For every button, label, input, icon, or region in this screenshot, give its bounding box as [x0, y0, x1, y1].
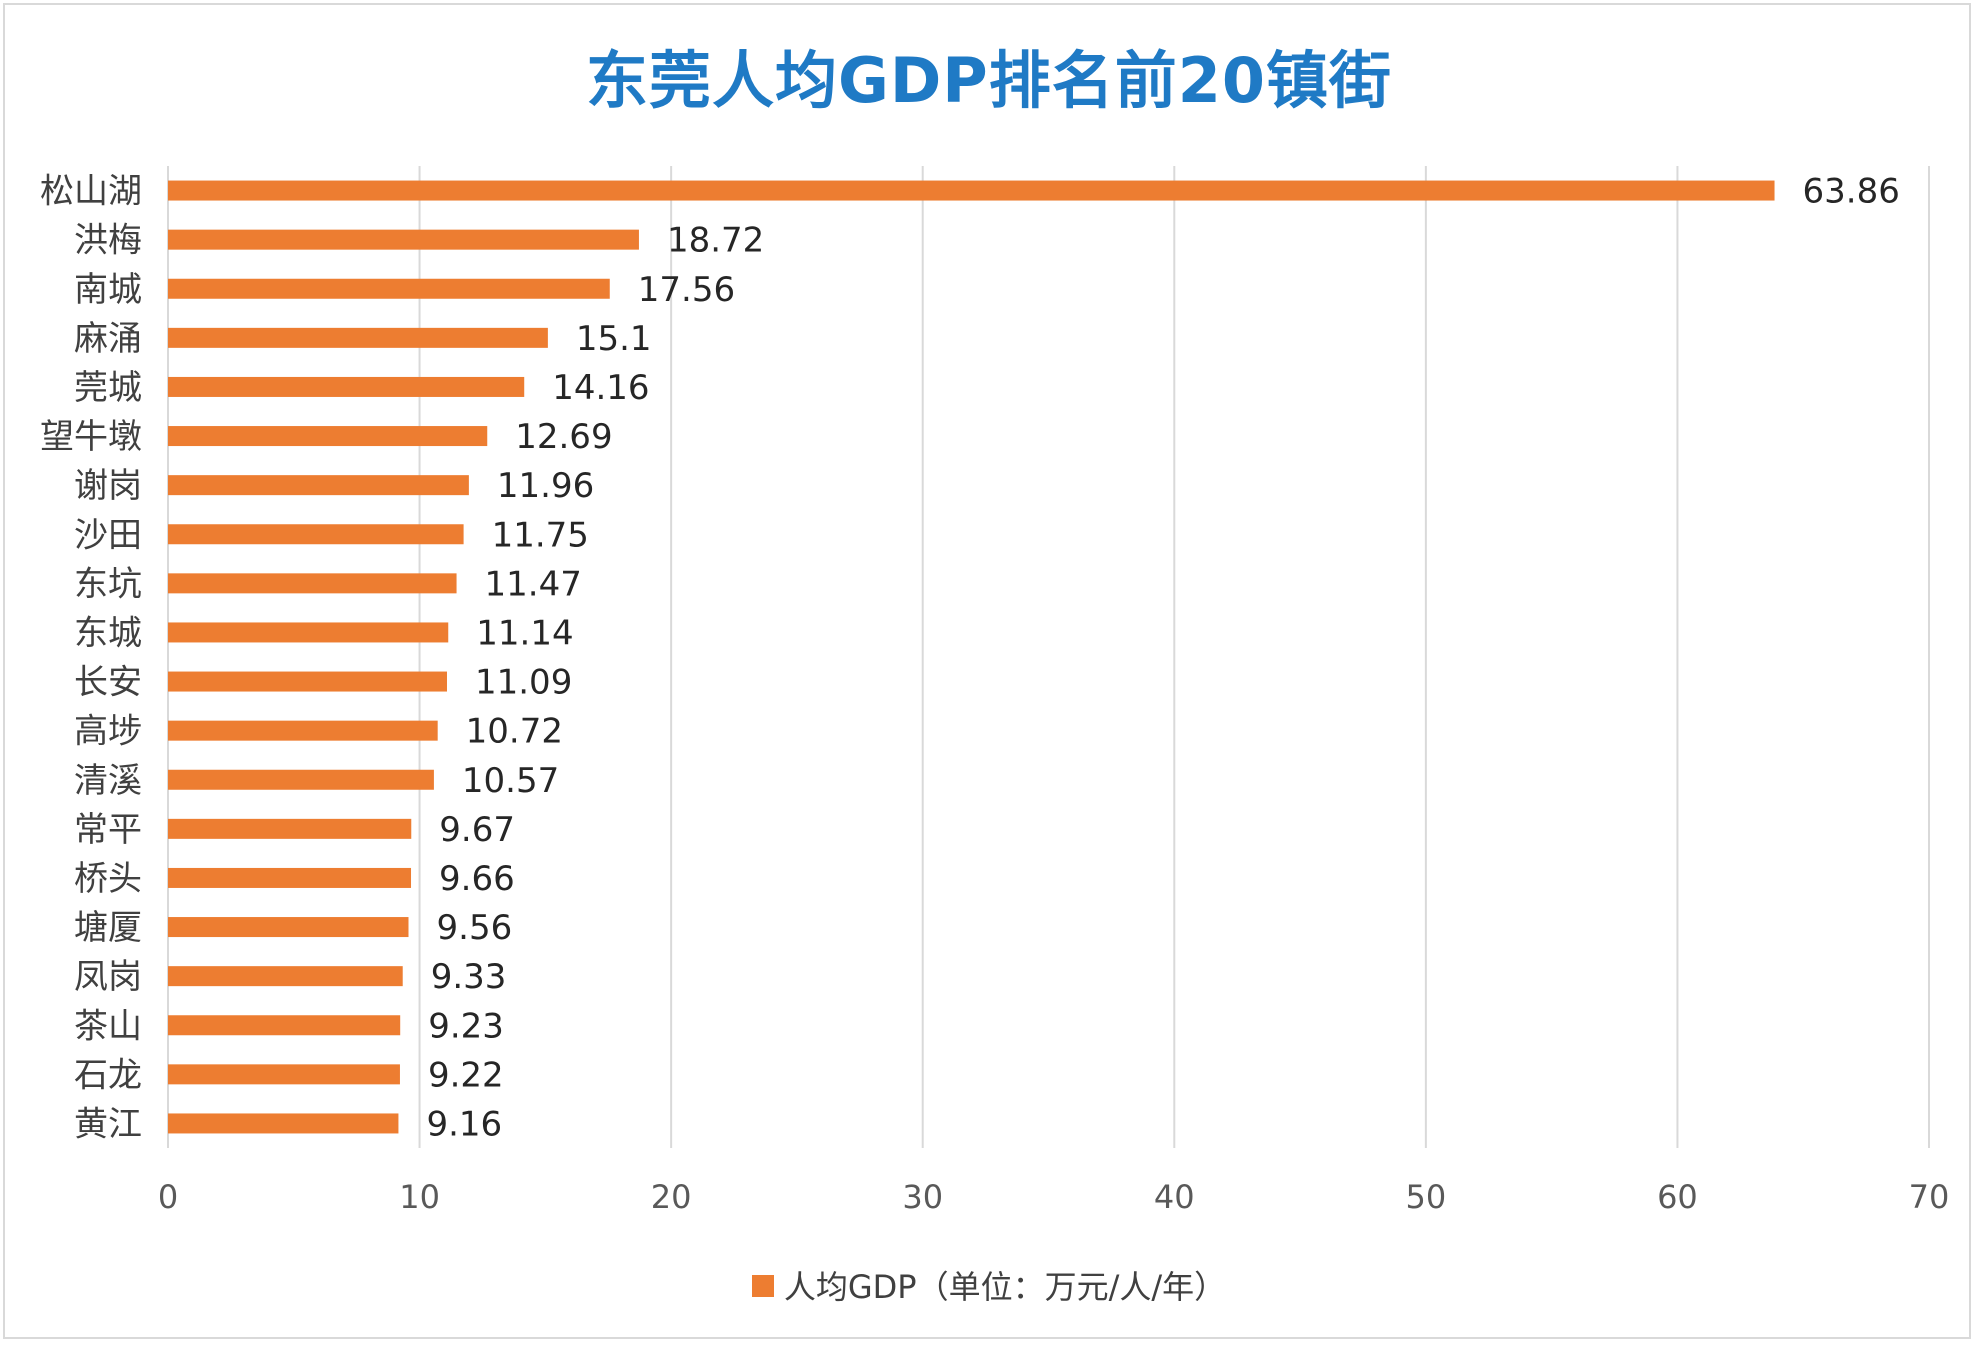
data-label: 15.1 — [576, 319, 652, 359]
legend-label: 人均GDP（单位：万元/人/年） — [783, 1268, 1227, 1306]
bar — [168, 1113, 399, 1134]
chart-title: 东莞人均GDP排名前20镇街 — [585, 44, 1393, 117]
bar — [168, 622, 449, 643]
bar — [168, 1015, 401, 1036]
category-label: 谢岗 — [74, 466, 142, 506]
category-label: 塘厦 — [74, 908, 142, 948]
x-tick-label: 60 — [1657, 1178, 1698, 1216]
data-label: 12.69 — [515, 417, 612, 457]
bar — [168, 426, 488, 447]
data-label: 18.72 — [667, 221, 764, 261]
category-label: 东城 — [74, 613, 142, 653]
category-label: 麻涌 — [74, 319, 142, 359]
data-label: 9.56 — [437, 908, 513, 948]
data-label: 11.09 — [475, 663, 572, 703]
data-label: 9.23 — [428, 1006, 504, 1046]
bar — [168, 917, 409, 938]
data-label: 11.14 — [476, 613, 573, 653]
bar — [168, 671, 447, 692]
category-label: 常平 — [74, 810, 142, 850]
data-label: 11.96 — [497, 466, 594, 506]
legend-swatch — [751, 1275, 774, 1297]
category-label: 沙田 — [74, 515, 142, 555]
bar — [168, 475, 469, 496]
category-label: 黄江 — [74, 1104, 142, 1144]
category-label: 东坑 — [74, 564, 142, 604]
x-tick-label: 20 — [651, 1178, 692, 1216]
category-label: 莞城 — [74, 368, 142, 408]
bar — [168, 524, 464, 545]
category-label: 洪梅 — [74, 221, 142, 261]
data-label: 9.67 — [439, 810, 515, 850]
bar — [168, 180, 1775, 201]
data-label: 11.75 — [492, 515, 589, 555]
bar — [168, 1064, 400, 1085]
data-label: 9.16 — [426, 1104, 502, 1144]
category-label: 望牛墩 — [40, 417, 142, 457]
data-label: 9.33 — [431, 957, 507, 997]
x-tick-label: 10 — [399, 1178, 440, 1216]
data-label: 14.16 — [552, 368, 649, 408]
x-tick-label: 40 — [1154, 1178, 1195, 1216]
data-label: 9.66 — [439, 859, 515, 899]
x-tick-label: 70 — [1909, 1178, 1950, 1216]
data-label: 17.56 — [638, 270, 735, 310]
category-label: 桥头 — [74, 859, 142, 899]
category-label: 南城 — [74, 270, 142, 310]
bar — [168, 769, 434, 790]
category-label: 石龙 — [74, 1055, 142, 1095]
x-tick-label: 50 — [1405, 1178, 1446, 1216]
bar — [168, 720, 438, 741]
bar — [168, 966, 403, 987]
data-label: 10.57 — [462, 761, 559, 801]
x-tick-label: 30 — [902, 1178, 943, 1216]
bar — [168, 573, 457, 594]
category-label: 松山湖 — [40, 172, 142, 212]
data-label: 11.47 — [485, 564, 582, 604]
category-label: 茶山 — [74, 1006, 142, 1046]
bar — [168, 818, 412, 839]
x-tick-label: 0 — [158, 1178, 178, 1216]
category-label: 高埗 — [74, 712, 142, 752]
category-label: 清溪 — [74, 761, 142, 801]
bar — [168, 867, 412, 888]
category-label: 凤岗 — [74, 957, 142, 997]
bar — [168, 229, 639, 250]
data-label: 63.86 — [1803, 172, 1900, 212]
data-label: 9.22 — [428, 1055, 504, 1095]
bar — [168, 327, 548, 348]
bar — [168, 278, 610, 299]
legend: 人均GDP（单位：万元/人/年） — [0, 1262, 1978, 1308]
category-label: 长安 — [74, 663, 142, 703]
bar — [168, 376, 525, 397]
data-label: 10.72 — [466, 712, 563, 752]
